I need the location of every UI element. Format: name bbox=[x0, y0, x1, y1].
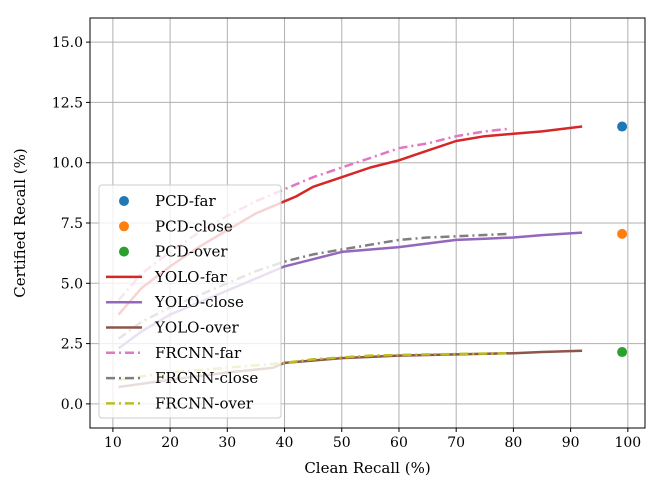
legend-marker-pcd-over bbox=[119, 246, 129, 257]
legend-label-frcnn-close: FRCNN-close bbox=[155, 369, 258, 387]
point-pcd-over bbox=[617, 347, 628, 358]
x-axis-label: Clean Recall (%) bbox=[304, 459, 430, 477]
x-tick-label: 20 bbox=[161, 435, 179, 451]
y-tick-label: 0.0 bbox=[61, 397, 83, 413]
legend: PCD-far PCD-close PCD-over YOLO-far YOLO-clo… bbox=[98, 184, 282, 419]
x-tick-label: 30 bbox=[218, 435, 236, 451]
ticks: 10 20 30 40 50 60 70 80 90 100 0.0 2.5 5.0 7.5 10.0 12.… bbox=[52, 35, 641, 451]
y-tick-label: 10.0 bbox=[52, 156, 83, 172]
y-tick-label: 15.0 bbox=[52, 35, 83, 51]
x-tick-label: 10 bbox=[104, 435, 122, 451]
legend-label-yolo-close: YOLO-close bbox=[154, 293, 244, 311]
legend-label-frcnn-far: FRCNN-far bbox=[155, 344, 242, 362]
y-tick-label: 5.0 bbox=[61, 276, 83, 292]
y-tick-label: 2.5 bbox=[61, 337, 83, 353]
legend-label-yolo-over: YOLO-over bbox=[154, 319, 239, 337]
legend-label-pcd-close: PCD-close bbox=[155, 217, 233, 235]
legend-label-pcd-far: PCD-far bbox=[155, 192, 216, 210]
x-tick-label: 80 bbox=[504, 435, 522, 451]
x-tick-label: 100 bbox=[614, 435, 641, 451]
x-tick-label: 70 bbox=[447, 435, 465, 451]
y-tick-label: 7.5 bbox=[61, 216, 83, 232]
legend-label-pcd-over: PCD-over bbox=[155, 243, 228, 261]
x-tick-label: 40 bbox=[276, 435, 294, 451]
legend-label-yolo-far: YOLO-far bbox=[154, 268, 228, 286]
y-axis-label: Certified Recall (%) bbox=[11, 148, 29, 297]
legend-label-frcnn-over: FRCNN-over bbox=[155, 394, 254, 412]
legend-marker-pcd-far bbox=[119, 196, 129, 206]
legend-box bbox=[98, 184, 282, 419]
legend-marker-pcd-close bbox=[119, 221, 129, 232]
x-tick-label: 90 bbox=[562, 435, 580, 451]
x-tick-label: 60 bbox=[390, 435, 408, 451]
point-pcd-far bbox=[617, 121, 628, 132]
point-pcd-close bbox=[617, 228, 628, 239]
y-tick-label: 12.5 bbox=[52, 95, 83, 111]
x-tick-label: 50 bbox=[333, 435, 351, 451]
